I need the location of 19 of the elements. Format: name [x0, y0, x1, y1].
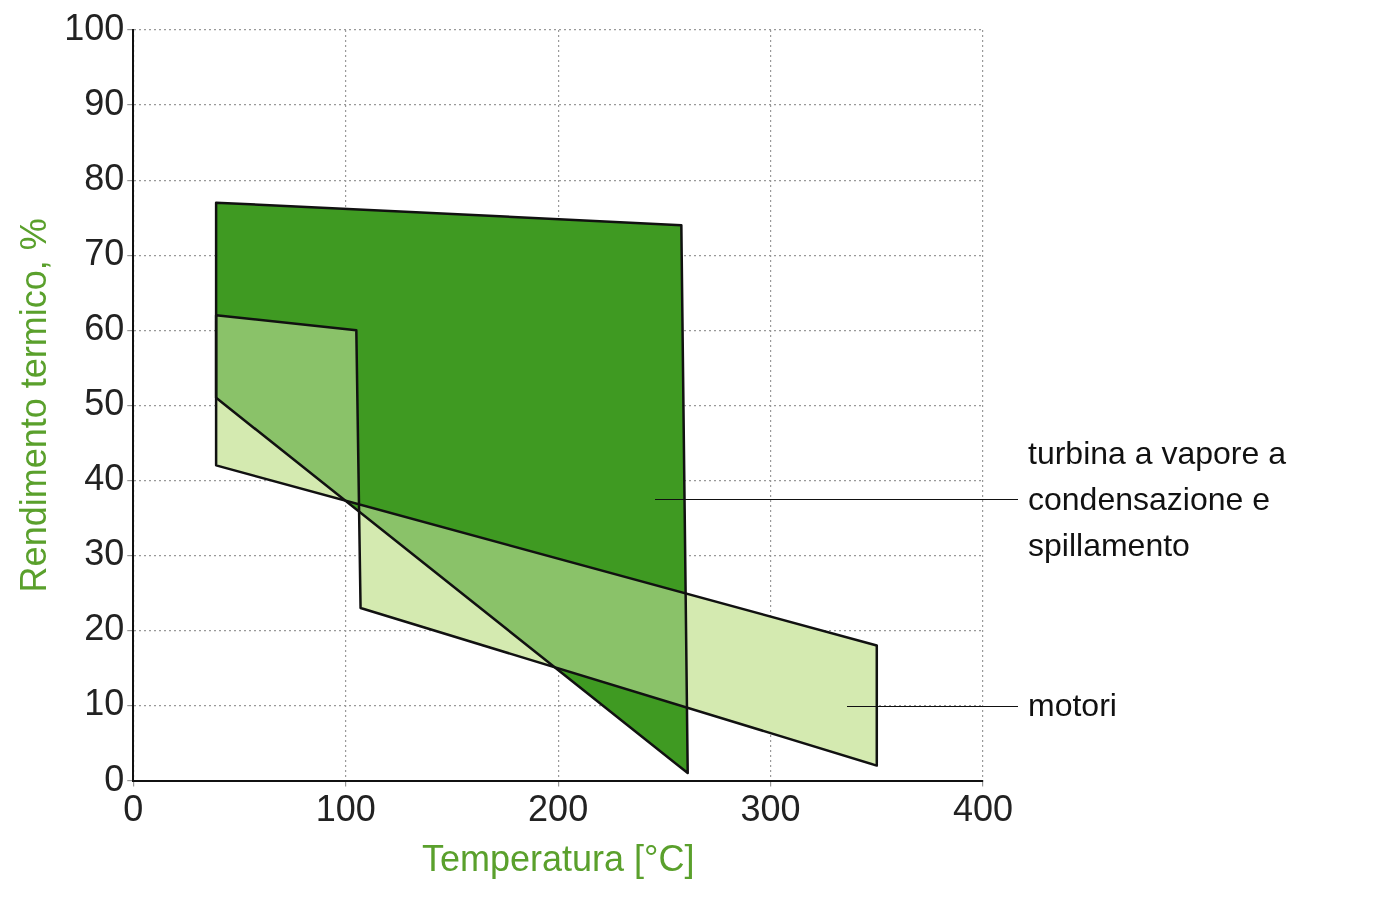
x-axis-title: Temperatura [°C] — [421, 838, 695, 880]
y-tick-label: 80 — [84, 157, 125, 199]
x-tick-label: 200 — [528, 788, 589, 830]
y-tick-label: 0 — [104, 757, 125, 799]
y-tick-label: 90 — [84, 81, 125, 123]
x-tick-label: 400 — [952, 788, 1014, 830]
text: motori — [1028, 686, 1118, 726]
y-tick-label: 10 — [84, 682, 125, 724]
y-tick-label: 70 — [84, 232, 125, 274]
x-tick-label: 300 — [740, 788, 801, 830]
y-axis-title: Rendimento termico, % — [12, 218, 54, 593]
y-tick-label: 50 — [84, 382, 125, 424]
y-tick-label: 60 — [84, 307, 125, 349]
text: turbina a vapore a condensazione e spillamento — [1028, 433, 1287, 566]
y-tick-label: 20 — [84, 607, 125, 649]
x-tick-label: 100 — [315, 788, 376, 830]
y-tick-label: 40 — [84, 457, 125, 499]
y-tick-label: 30 — [84, 532, 125, 574]
y-tick-label: 100 — [64, 6, 125, 48]
